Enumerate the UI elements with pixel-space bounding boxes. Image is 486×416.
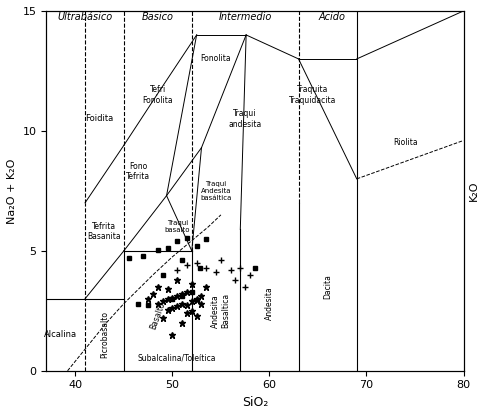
Text: Dacita: Dacita [323, 275, 332, 299]
Text: Acido: Acido [319, 12, 346, 22]
Text: Foidita: Foidita [86, 114, 114, 124]
Text: Tefrita
Basanita: Tefrita Basanita [87, 222, 122, 241]
Text: Tefri
Fonolita: Tefri Fonolita [142, 85, 173, 104]
Text: Andesita: Andesita [265, 287, 274, 320]
Text: Basalto: Basalto [149, 301, 167, 331]
Text: Traqui
basalto: Traqui basalto [164, 220, 190, 233]
Text: Traqui
Andesita
basáltica: Traqui Andesita basáltica [200, 181, 232, 201]
Text: Subalcalina/Toleítica: Subalcalina/Toleítica [138, 353, 216, 362]
Text: Intermedio: Intermedio [219, 12, 272, 22]
Text: Ultrabásico: Ultrabásico [57, 12, 113, 22]
Text: Andesita
Basaltica: Andesita Basaltica [211, 293, 230, 328]
Text: Fonolita: Fonolita [201, 54, 231, 63]
Text: Traqui
andesita: Traqui andesita [228, 109, 262, 129]
Y-axis label: Na₂O + K₂O: Na₂O + K₂O [7, 158, 17, 223]
Text: Alcalina: Alcalina [44, 330, 77, 339]
Text: Riolita: Riolita [393, 139, 417, 147]
Text: Traquita
Traquidacita: Traquita Traquidacita [289, 85, 337, 104]
X-axis label: SiO₂: SiO₂ [242, 396, 268, 409]
Text: Fono
Tefrita: Fono Tefrita [126, 162, 151, 181]
Text: Picrobasalto: Picrobasalto [100, 311, 109, 358]
Y-axis label: K₂O: K₂O [469, 181, 479, 201]
Text: Basico: Basico [142, 12, 174, 22]
